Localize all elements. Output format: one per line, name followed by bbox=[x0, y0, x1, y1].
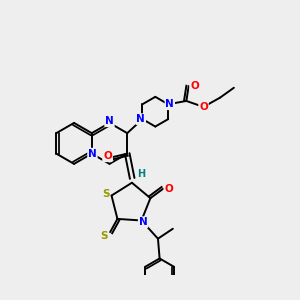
Text: N: N bbox=[88, 148, 97, 159]
Text: N: N bbox=[166, 99, 174, 109]
Text: N: N bbox=[136, 114, 145, 124]
Text: O: O bbox=[199, 102, 208, 112]
Text: S: S bbox=[102, 189, 109, 199]
Text: N: N bbox=[105, 116, 114, 126]
Text: O: O bbox=[190, 81, 199, 91]
Text: H: H bbox=[137, 169, 146, 179]
Text: O: O bbox=[103, 151, 112, 161]
Text: S: S bbox=[100, 231, 107, 241]
Text: N: N bbox=[139, 217, 148, 227]
Text: O: O bbox=[164, 184, 173, 194]
